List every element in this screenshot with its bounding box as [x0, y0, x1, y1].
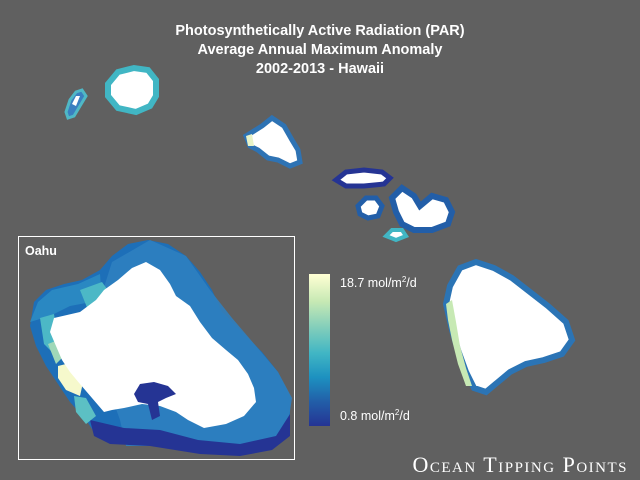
legend-min-label: 0.8 mol/m2/d — [340, 408, 410, 423]
title-line-1: Photosynthetically Active Radiation (PAR… — [175, 23, 465, 39]
title-line-3: 2002-2013 - Hawaii — [255, 61, 385, 77]
legend-min-value: 0.8 mol/m — [340, 409, 395, 424]
island-big-island — [442, 258, 576, 396]
title-line-2: Average Annual Maximum Anomaly — [197, 42, 443, 58]
legend-max-value: 18.7 mol/m — [340, 276, 402, 291]
island-kahoolawe — [382, 228, 410, 243]
map-title: Photosynthetically Active Radiation (PAR… — [0, 22, 640, 79]
island-molokai — [331, 167, 394, 189]
island-maui — [388, 184, 456, 233]
inset-label: Oahu — [25, 244, 57, 258]
legend-min-suffix: /d — [399, 409, 410, 424]
brand-logo-text: Ocean Tipping Points — [412, 452, 628, 477]
legend-max-label: 18.7 mol/m2/d — [340, 275, 417, 290]
oahu-inset-frame — [18, 236, 295, 460]
island-oahu-small — [242, 114, 303, 169]
legend-max-superscript: 2 — [401, 275, 407, 284]
legend-max-suffix: /d — [406, 276, 417, 291]
island-kauai — [105, 64, 159, 116]
color-scale-bar — [309, 274, 330, 426]
oahu-inset-map — [30, 240, 292, 456]
legend-min-superscript: 2 — [394, 408, 400, 417]
island-lanai — [355, 195, 385, 221]
island-niihau — [64, 88, 88, 120]
